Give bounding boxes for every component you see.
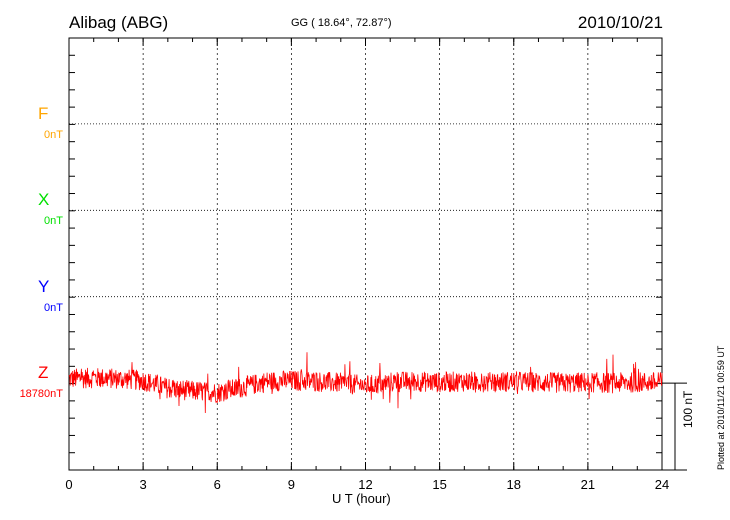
x-tick-label: 15 <box>432 477 446 492</box>
station-title: Alibag (ABG) <box>69 13 169 32</box>
x-tick-label: 9 <box>288 477 295 492</box>
plot-frame <box>68 37 663 471</box>
component-label-y: Y <box>38 276 50 296</box>
component-label-x: X <box>38 190 50 210</box>
x-tick-label: 3 <box>140 477 147 492</box>
component-baseline-z: 18780nT <box>19 388 63 401</box>
date: 2010/10/21 <box>577 13 663 32</box>
scale-bar-label: 100 nT <box>681 390 695 428</box>
x-tick-label: 21 <box>581 477 595 492</box>
x-tick-label: 6 <box>214 477 221 492</box>
z-component-trace <box>68 352 663 414</box>
x-tick-label: 0 <box>65 477 72 492</box>
component-baseline-y: 0nT <box>44 301 63 314</box>
component-label-z: Z <box>38 363 49 383</box>
component-baseline-x: 0nT <box>44 215 63 228</box>
x-tick-label: 18 <box>507 477 521 492</box>
component-baseline-f: 0nT <box>44 128 63 141</box>
coordinates: GG ( 18.64°, 72.87°) <box>291 17 392 29</box>
x-tick-label: 12 <box>358 477 372 492</box>
component-label-f: F <box>38 103 49 123</box>
plotted-timestamp: Plotted at 2010/11/21 00:59 UT <box>716 345 726 470</box>
x-axis-label: U T (hour) <box>332 491 391 506</box>
x-tick-label: 24 <box>655 477 669 492</box>
